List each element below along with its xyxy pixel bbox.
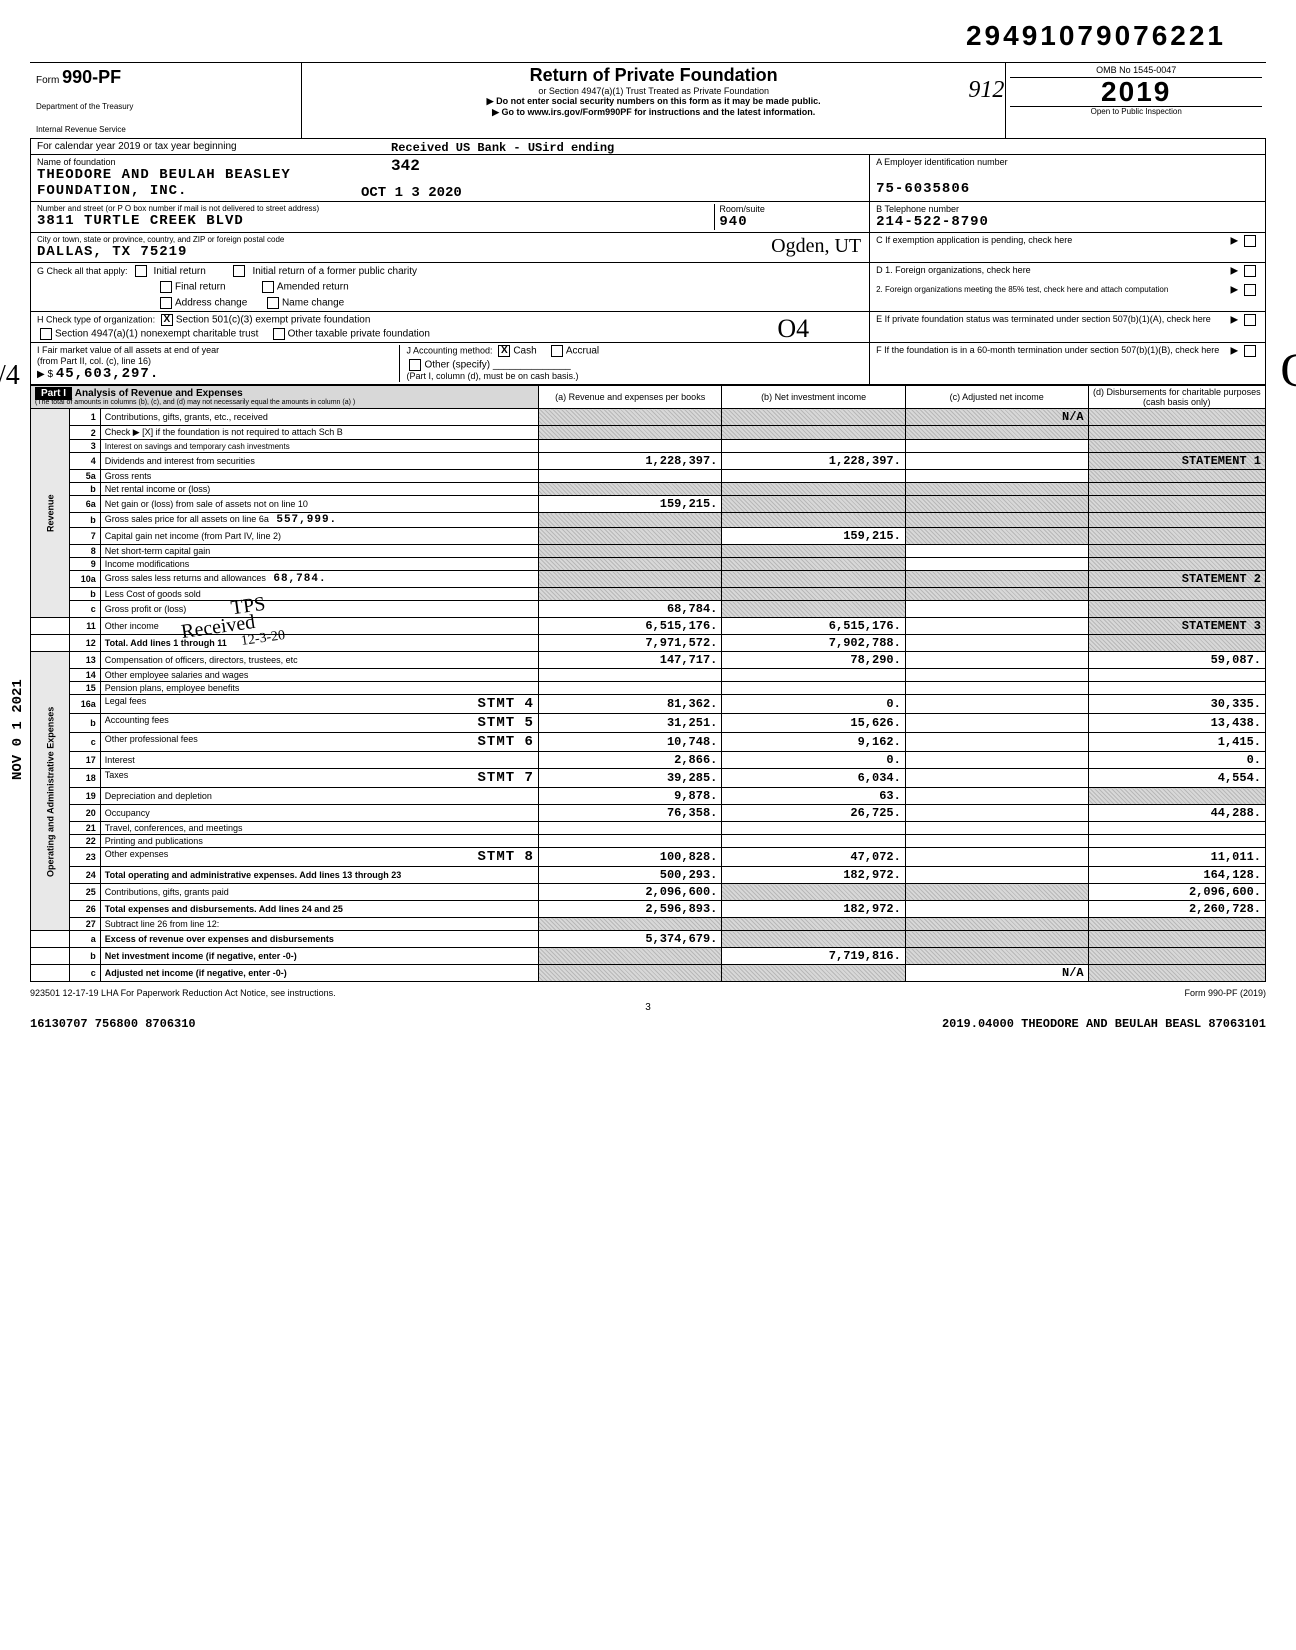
j-cash-chk[interactable]: X <box>498 345 510 357</box>
form-prefix: Form <box>36 75 59 86</box>
dept-irs: Internal Revenue Service <box>36 125 295 134</box>
handwritten-912: 912 <box>968 77 1004 104</box>
handwritten-o4: O4 <box>777 314 809 344</box>
part1-title: Analysis of Revenue and Expenses <box>75 388 243 399</box>
i-sub: (from Part II, col. (c), line 16) <box>37 356 395 366</box>
col-a-header: (a) Revenue and expenses per books <box>538 386 721 409</box>
i-arrow: ▶ $ <box>37 369 53 380</box>
address-label: Number and street (or P O box number if … <box>37 204 714 213</box>
e-chk[interactable] <box>1244 314 1256 326</box>
part1-table: Part I Analysis of Revenue and Expenses … <box>30 385 1266 982</box>
handwritten-initial: O <box>1280 343 1296 398</box>
c-checkbox[interactable] <box>1244 235 1256 247</box>
ogden-stamp: Ogden, UT <box>771 235 861 258</box>
c-exemption-label: C If exemption application is pending, c… <box>876 235 1072 245</box>
g-o3: Address change <box>175 298 247 309</box>
g-former-chk[interactable] <box>233 265 245 277</box>
stamp-date: OCT 1 3 2020 <box>361 185 462 201</box>
f-label: F If the foundation is in a 60-month ter… <box>876 345 1219 355</box>
expenses-sidelabel: Operating and Administrative Expenses <box>31 652 70 931</box>
j-cash: Cash <box>513 346 536 357</box>
revenue-sidelabel: Revenue <box>31 409 70 618</box>
g-o6: Name change <box>282 298 344 309</box>
footer-right: Form 990-PF (2019) <box>1184 988 1266 998</box>
phone-value: 214-522-8790 <box>876 214 1259 230</box>
public-inspection: Open to Public Inspection <box>1010 106 1262 116</box>
form-subtitle-2: ▶ Do not enter social security numbers o… <box>306 96 1002 107</box>
room-value: 940 <box>719 214 863 230</box>
g-amended-chk[interactable] <box>262 281 274 293</box>
col-b-header: (b) Net investment income <box>722 386 905 409</box>
h-o1: Section 501(c)(3) exempt private foundat… <box>176 315 371 326</box>
name-label: Name of foundation <box>37 157 863 167</box>
h-other-chk[interactable] <box>273 328 285 340</box>
i-label: I Fair market value of all assets at end… <box>37 345 219 355</box>
phone-label: B Telephone number <box>876 204 1259 214</box>
form-subtitle-3: ▶ Go to www.irs.gov/Form990PF for instru… <box>306 107 1002 118</box>
i-value: 45,603,297. <box>56 366 159 382</box>
footer-bl: 16130707 756800 8706310 <box>30 1017 196 1031</box>
ein-value: 75-6035806 <box>876 181 1259 197</box>
f-chk[interactable] <box>1244 345 1256 357</box>
g-o2: Final return <box>175 282 226 293</box>
g-name-chk[interactable] <box>267 297 279 309</box>
h-4947-chk[interactable] <box>40 328 52 340</box>
part1-note: (The total of amounts in columns (b), (c… <box>35 399 534 406</box>
document-id-stamp: 29491079076221 <box>30 20 1266 52</box>
tax-year: 2019 <box>1010 78 1262 106</box>
d2-label: 2. Foreign organizations meeting the 85%… <box>876 285 1168 294</box>
g-o4: Initial return of a former public charit… <box>252 266 417 277</box>
g-o1: Initial return <box>154 266 206 277</box>
g-initial-chk[interactable] <box>135 265 147 277</box>
footer-page: 3 <box>30 1002 1266 1013</box>
j-other: Other (specify) <box>424 360 490 371</box>
h-501c3-chk[interactable]: X <box>161 314 173 326</box>
calendar-year-line: For calendar year 2019 or tax year begin… <box>37 141 237 152</box>
h-label: H Check type of organization: <box>37 315 155 325</box>
footer-left: 923501 12-17-19 LHA For Paperwork Reduct… <box>30 988 336 998</box>
d1-chk[interactable] <box>1244 265 1256 277</box>
city-label: City or town, state or province, country… <box>37 235 863 244</box>
stamp-342: 342 <box>391 157 420 175</box>
form-title: Return of Private Foundation <box>306 65 1002 86</box>
col-d-header: (d) Disbursements for charitable purpose… <box>1088 386 1265 409</box>
dept-treasury: Department of the Treasury <box>36 102 295 111</box>
j-accrual: Accrual <box>566 346 599 357</box>
side-date-stamp: NOV 0 1 2021 <box>10 679 26 780</box>
foundation-name-1: THEODORE AND BEULAH BEASLEY <box>37 167 863 183</box>
j-label: J Accounting method: <box>406 346 492 356</box>
d2-chk[interactable] <box>1244 284 1256 296</box>
form-header: Form 990-PF Department of the Treasury I… <box>30 62 1266 139</box>
r1-c: N/A <box>905 409 1088 426</box>
form-subtitle-1: or Section 4947(a)(1) Trust Treated as P… <box>306 86 1002 96</box>
h-o3: Other taxable private foundation <box>288 329 430 340</box>
city-value: DALLAS, TX 75219 <box>37 244 863 260</box>
j-note: (Part I, column (d), must be on cash bas… <box>406 371 863 381</box>
h-o2: Section 4947(a)(1) nonexempt charitable … <box>55 329 258 340</box>
col-c-header: (c) Adjusted net income <box>905 386 1088 409</box>
ein-label: A Employer identification number <box>876 157 1259 167</box>
j-accrual-chk[interactable] <box>551 345 563 357</box>
handwritten-3-over-4: 3/4 <box>0 360 20 392</box>
form-number: 990-PF <box>62 67 121 87</box>
j-other-chk[interactable] <box>409 359 421 371</box>
e-label: E If private foundation status was termi… <box>876 314 1211 324</box>
g-address-chk[interactable] <box>160 297 172 309</box>
footer-br: 2019.04000 THEODORE AND BEULAH BEASL 870… <box>942 1017 1266 1031</box>
g-final-chk[interactable] <box>160 281 172 293</box>
received-stamp-line: Received US Bank - USird ending <box>391 141 614 155</box>
d1-label: D 1. Foreign organizations, check here <box>876 265 1031 275</box>
address-value: 3811 TURTLE CREEK BLVD <box>37 213 714 229</box>
room-label: Room/suite <box>719 204 863 214</box>
g-label: G Check all that apply: <box>37 266 128 276</box>
g-o5: Amended return <box>277 282 349 293</box>
